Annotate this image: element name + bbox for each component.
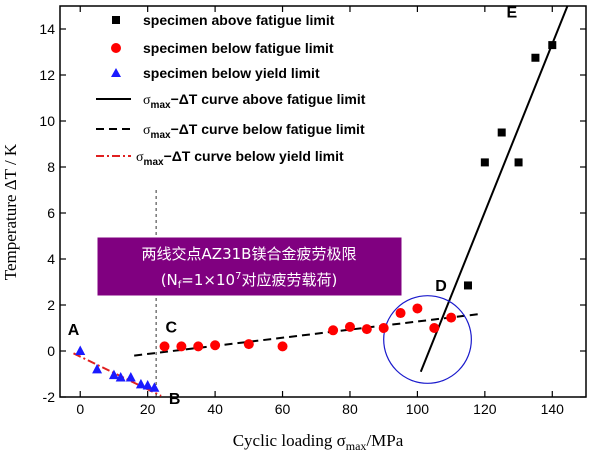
fit-line-solid (419, 5, 569, 373)
highlight-circle (383, 295, 472, 384)
axis-ticks: 0 20 40 60 80 100 120 140 -2 0 2 4 6 8 10 12 14 (39, 6, 586, 417)
point-label-C: C (165, 320, 177, 337)
marker-circle (395, 308, 406, 319)
marker-square (497, 128, 506, 137)
marker-circle (159, 341, 170, 352)
marker-circle (243, 339, 254, 350)
y-tick-label: 12 (39, 67, 55, 83)
point-label-A: A (68, 322, 80, 339)
marker-triangle (149, 382, 160, 392)
marker-circle (344, 321, 355, 332)
y-tick-label: 4 (47, 251, 55, 267)
point-label-B: B (169, 391, 181, 408)
marker-circle (328, 325, 339, 336)
y-tick-label: 10 (39, 113, 55, 129)
marker-circle (361, 324, 372, 335)
marker-triangle (115, 371, 126, 382)
legend: specimen above fatigue limit specimen be… (96, 12, 366, 168)
legend-marker-triangle (111, 68, 121, 77)
marker-square (463, 281, 472, 290)
x-tick-label: 60 (275, 401, 291, 417)
y-axis-title: Temperature ΔT / K (1, 143, 20, 280)
fit-line-dash (134, 313, 479, 357)
marker-triangle (108, 369, 119, 380)
x-tick-label: 0 (76, 401, 84, 417)
legend-label-dash: σmax−ΔT curve below fatigue limit (143, 121, 365, 141)
marker-circle (176, 341, 187, 352)
y-tick-label: 8 (47, 159, 55, 175)
marker-circle (429, 323, 440, 333)
x-tick-label: 140 (541, 401, 565, 417)
x-axis-title: Cyclic loading σmax/MPa (233, 431, 404, 453)
legend-marker-square (112, 16, 120, 24)
legend-label-dashdot: σmax−ΔT curve below yield limit (136, 148, 344, 168)
x-tick-label: 80 (342, 401, 358, 417)
marker-triangle (92, 363, 103, 374)
point-labels: A B C D E (68, 5, 518, 408)
y-tick-label: 14 (39, 21, 55, 37)
y-tick-label: 2 (47, 297, 55, 313)
marker-square (514, 158, 523, 167)
annotation-box: 两线交点AZ31B镁合金疲劳极限 (Nf=1×107对应疲劳载荷) (96, 236, 403, 297)
marker-square (480, 158, 489, 167)
marker-triangle (75, 345, 86, 355)
marker-circle (378, 323, 389, 333)
plot-frame (59, 5, 587, 398)
legend-label-square: specimen above fatigue limit (143, 12, 335, 28)
legend-label-triangle: specimen below yield limit (143, 65, 320, 81)
data-markers (75, 41, 557, 392)
marker-triangle (135, 378, 146, 389)
legend-label-solid: σmax−ΔT curve above fatigue limit (143, 91, 366, 111)
marker-circle (412, 303, 423, 314)
marker-circle (277, 341, 288, 352)
y-tick-label: -2 (43, 389, 56, 405)
marker-square (531, 53, 540, 62)
marker-circle (193, 341, 204, 352)
x-tick-label: 40 (207, 401, 223, 417)
marker-triangle (142, 380, 153, 390)
marker-circle (210, 340, 221, 351)
annotation-background (96, 236, 403, 297)
point-label-E: E (506, 5, 517, 22)
point-label-D: D (435, 278, 447, 295)
marker-circle (446, 312, 457, 323)
legend-marker-circle (111, 43, 121, 53)
marker-triangle (125, 371, 136, 382)
y-tick-label: 6 (47, 205, 55, 221)
x-tick-label: 20 (140, 401, 156, 417)
legend-label-circle: specimen below fatigue limit (143, 40, 334, 56)
annotation-line-2: (Nf=1×107对应疲劳载荷) (161, 271, 338, 291)
x-tick-label: 100 (406, 401, 430, 417)
marker-square (548, 41, 557, 50)
x-tick-label: 120 (473, 401, 497, 417)
y-tick-label: 0 (47, 343, 55, 359)
annotation-line-1: 两线交点AZ31B镁合金疲劳极限 (142, 245, 357, 263)
